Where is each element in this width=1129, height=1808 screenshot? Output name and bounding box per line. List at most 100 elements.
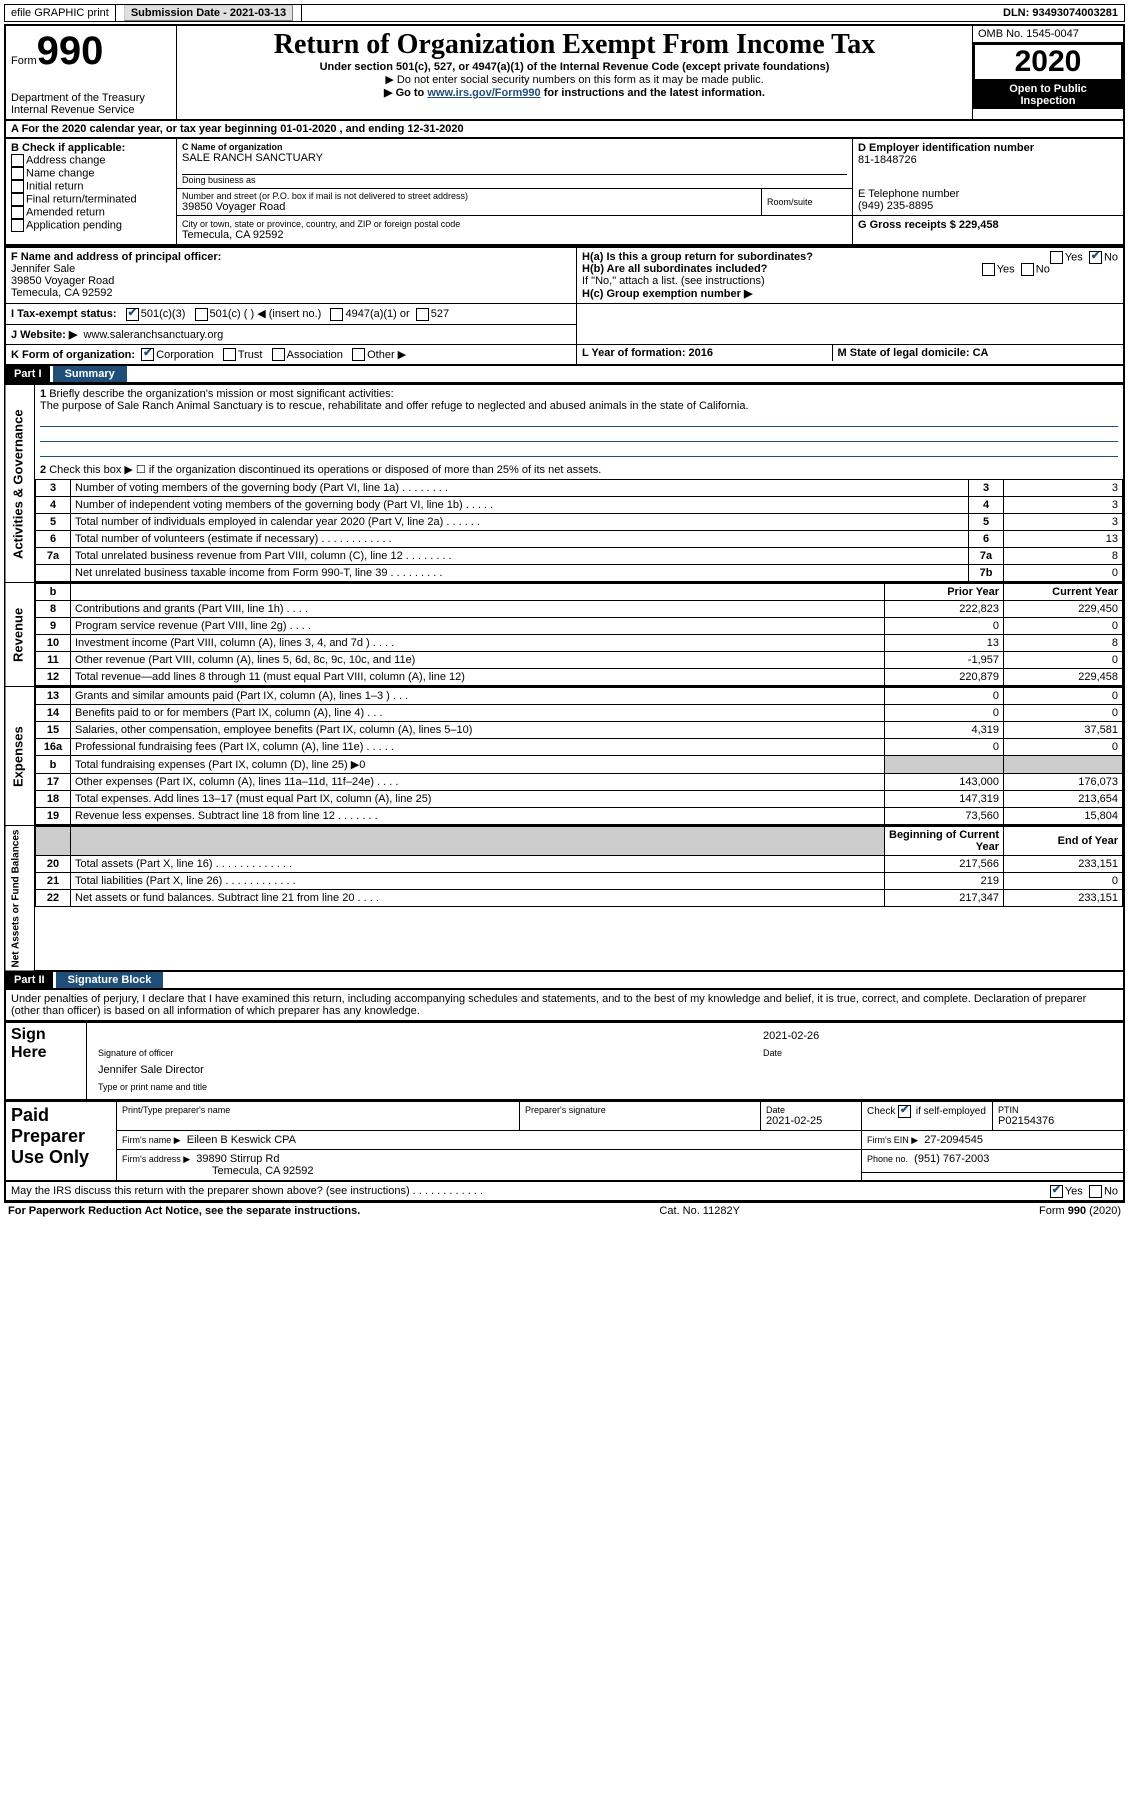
paid-preparer-label: Paid Preparer Use Only (5, 1102, 117, 1182)
cb-self-employed[interactable]: ✔ (898, 1105, 911, 1118)
opt-4947: 4947(a)(1) or (345, 308, 409, 320)
row-num: 21 (36, 873, 71, 890)
row-text: Salaries, other compensation, employee b… (71, 722, 885, 739)
expenses-grid: 13 Grants and similar amounts paid (Part… (35, 687, 1123, 825)
cb-discuss-no[interactable] (1089, 1185, 1102, 1198)
footer-mid: Cat. No. 11282Y (659, 1205, 740, 1217)
opt-corp: Corporation (156, 349, 213, 361)
box-e-label: E Telephone number (858, 188, 1118, 200)
preparer-sig-label: Preparer's signature (525, 1105, 755, 1115)
prior-year-value: 73,560 (885, 808, 1004, 825)
firm-ein: 27-2094545 (924, 1134, 983, 1146)
hc-label: H(c) Group exemption number ▶ (582, 287, 1118, 300)
cb-name-change[interactable] (11, 167, 24, 180)
cb-discuss-yes[interactable]: ✔ (1050, 1185, 1063, 1198)
row-num: b (36, 756, 71, 774)
current-year-value: 8 (1004, 635, 1123, 652)
cb-address-change[interactable] (11, 154, 24, 167)
firm-addr2: Temecula, CA 92592 (212, 1165, 314, 1177)
discuss-no: No (1104, 1186, 1118, 1198)
box-k-label: K Form of organization: (11, 349, 135, 361)
form-prefix: Form (11, 55, 37, 67)
row-text: Other revenue (Part VIII, column (A), li… (71, 652, 885, 669)
box-g-gross: G Gross receipts $ 229,458 (853, 216, 1125, 246)
opt-trust: Trust (238, 349, 263, 361)
discuss-label: May the IRS discuss this return with the… (11, 1185, 483, 1197)
dept-treasury: Department of the Treasury (11, 92, 171, 104)
current-year-value: 0 (1004, 618, 1123, 635)
phone-value: (949) 235-8895 (858, 200, 1118, 212)
cb-application-pending[interactable] (11, 219, 24, 232)
street-address: 39850 Voyager Road (182, 201, 756, 213)
cb-trust[interactable] (223, 348, 236, 361)
row-num: 7a (36, 548, 71, 565)
cb-hb-no[interactable] (1021, 263, 1034, 276)
row-box: 4 (969, 497, 1004, 514)
row-num: 16a (36, 739, 71, 756)
row-value: 0 (1004, 565, 1123, 582)
part1-title: Summary (53, 366, 127, 382)
row-text: Number of voting members of the governin… (71, 480, 969, 497)
preparer-date-value: 2021-02-25 (766, 1115, 856, 1127)
cb-corp[interactable]: ✔ (141, 348, 154, 361)
room-suite-label: Room/suite (762, 189, 853, 215)
cb-assoc[interactable] (272, 348, 285, 361)
cb-ha-yes[interactable] (1050, 251, 1063, 264)
form-header: Form990 Department of the Treasury Inter… (4, 24, 1125, 121)
org-name: SALE RANCH SANCTUARY (182, 152, 847, 164)
cb-4947[interactable] (330, 308, 343, 321)
cb-501c[interactable] (195, 308, 208, 321)
prior-year-value: 147,319 (885, 791, 1004, 808)
eoy-value: 233,151 (1004, 890, 1123, 907)
officer-name: Jennifer Sale (11, 263, 571, 275)
prior-year-value: 0 (885, 618, 1004, 635)
line2-label: Check this box ▶ ☐ if the organization d… (49, 464, 601, 476)
opt-application-pending: Application pending (26, 219, 122, 231)
ptin-label: PTIN (998, 1105, 1118, 1115)
checkbox-selfemp-prefix: Check (867, 1106, 898, 1117)
vlabel-activities: Activities & Governance (5, 385, 35, 583)
opt-amended: Amended return (26, 206, 105, 218)
current-year-value: 0 (1004, 705, 1123, 722)
row-value: 3 (1004, 480, 1123, 497)
box-l: L Year of formation: 2016 (577, 345, 832, 361)
bcy-value: 217,566 (885, 856, 1004, 873)
cb-final-return[interactable] (11, 193, 24, 206)
row-text: Number of independent voting members of … (71, 497, 969, 514)
cb-527[interactable] (416, 308, 429, 321)
cb-other[interactable] (352, 348, 365, 361)
cb-hb-yes[interactable] (982, 263, 995, 276)
row-num: 22 (36, 890, 71, 907)
cb-initial-return[interactable] (11, 180, 24, 193)
row-num: 17 (36, 774, 71, 791)
part1-tab: Part I (6, 366, 50, 382)
current-year-value: 0 (1004, 688, 1123, 705)
eoy-value: 233,151 (1004, 856, 1123, 873)
row-text: Benefits paid to or for members (Part IX… (71, 705, 885, 722)
row-num: 20 (36, 856, 71, 873)
prior-year-value: 143,000 (885, 774, 1004, 791)
footer-left: For Paperwork Reduction Act Notice, see … (8, 1205, 360, 1217)
dln-label: DLN: 93493074003281 (997, 5, 1124, 21)
submission-date-button[interactable]: Submission Date - 2021-03-13 (124, 5, 293, 21)
row-text: Other expenses (Part IX, column (A), lin… (71, 774, 885, 791)
revenue-grid: b Prior Year Current Year8 Contributions… (35, 583, 1123, 686)
page-footer: For Paperwork Reduction Act Notice, see … (4, 1202, 1125, 1219)
row-text: Net unrelated business taxable income fr… (71, 565, 969, 582)
perjury-declaration: Under penalties of perjury, I declare th… (4, 990, 1125, 1022)
open-public-2: Inspection (977, 95, 1119, 107)
row-box: 5 (969, 514, 1004, 531)
firm-addr1: 39890 Stirrup Rd (196, 1153, 279, 1165)
cb-amended[interactable] (11, 206, 24, 219)
bcy-value: 219 (885, 873, 1004, 890)
firm-name-label: Firm's name ▶ (122, 1135, 181, 1145)
efile-label: efile GRAPHIC print (5, 5, 116, 21)
cb-501c3[interactable]: ✔ (126, 308, 139, 321)
irs-link[interactable]: www.irs.gov/Form990 (427, 87, 540, 99)
row-text: Total number of volunteers (estimate if … (71, 531, 969, 548)
mission-text: The purpose of Sale Ranch Animal Sanctua… (40, 400, 1118, 412)
row-text: Net assets or fund balances. Subtract li… (71, 890, 885, 907)
form-number: 990 (37, 29, 104, 73)
opt-other: Other ▶ (367, 349, 406, 361)
cb-ha-no[interactable]: ✔ (1089, 251, 1102, 264)
